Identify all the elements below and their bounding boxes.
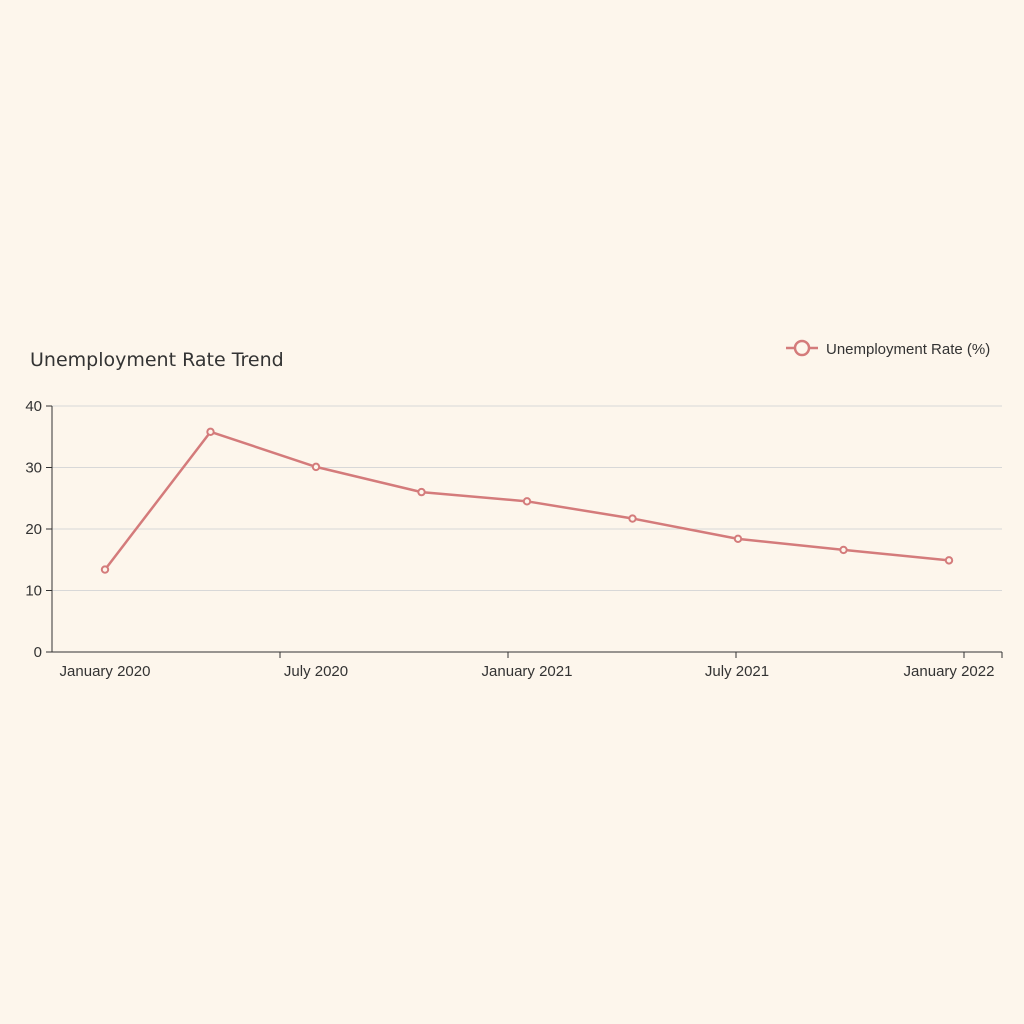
data-point[interactable] [417,487,426,497]
y-tick-label: 0 [34,644,42,661]
legend[interactable]: Unemployment Rate (%) [786,339,990,358]
chart-title: Unemployment Rate Trend [30,349,284,371]
series-unemployment-rate [100,427,954,574]
data-point[interactable] [839,545,848,555]
y-tick-label: 10 [25,583,42,600]
grid-lines [52,405,1002,591]
x-tick-label: January 2021 [482,663,573,680]
data-point[interactable] [944,556,954,565]
data-point[interactable] [733,534,743,544]
data-point[interactable] [206,427,215,437]
y-tick-label: 20 [25,521,42,538]
y-tick-label: 30 [25,460,42,477]
data-point[interactable] [100,565,110,574]
axes: 0 10 20 30 40 January 2020 July 2020 January 20… [25,398,1003,680]
x-tick-label: July 2021 [705,663,769,680]
x-tick-label: January 2022 [904,663,995,680]
data-point[interactable] [628,514,637,523]
x-tick-label: January 2020 [60,663,151,680]
data-point[interactable] [311,462,321,472]
legend-label: Unemployment Rate (%) [826,341,990,358]
legend-marker-icon [793,339,811,357]
y-tick-label: 40 [25,398,42,415]
x-tick-label: July 2020 [284,663,348,680]
data-point[interactable] [522,497,532,506]
